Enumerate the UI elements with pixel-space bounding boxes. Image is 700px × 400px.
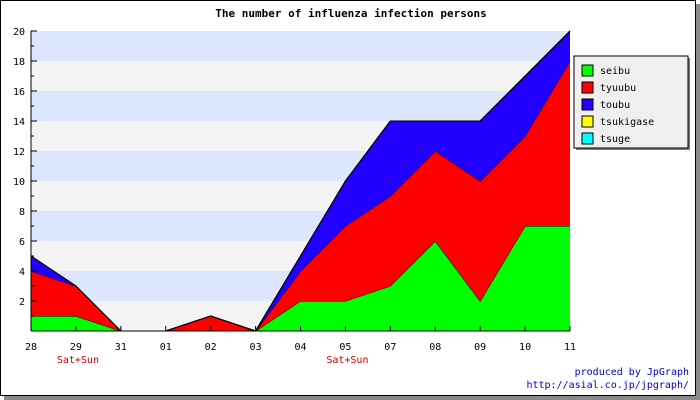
y-tick-label: 2: [19, 297, 25, 308]
x-tick-label: 29: [70, 342, 82, 353]
y-tick-label: 8: [19, 207, 25, 218]
legend-label: seibu: [600, 66, 630, 77]
annotation-label: Sat+Sun: [326, 355, 368, 366]
legend-swatch: [581, 132, 594, 145]
area-layers: [30, 30, 571, 332]
y-tick-label: 4: [19, 267, 25, 278]
annotation-label: Sat+Sun: [57, 355, 99, 366]
grid-band: [31, 91, 570, 121]
grid-band: [31, 61, 570, 91]
area-tyuubu: [31, 61, 570, 331]
chart-title: The number of influenza infection person…: [215, 7, 487, 20]
x-tick-label: 04: [294, 342, 306, 353]
x-tick-label: 28: [25, 342, 37, 353]
x-tick-label: 08: [429, 342, 441, 353]
x-tick-label: 31: [115, 342, 127, 353]
legend-swatch: [581, 115, 594, 128]
x-tick-label: 03: [250, 342, 262, 353]
legend-label: toubu: [600, 100, 630, 111]
x-tick-label: 11: [564, 342, 576, 353]
y-tick-label: 20: [13, 27, 25, 38]
x-tick-label: 07: [384, 342, 396, 353]
legend-swatch: [581, 81, 594, 94]
legend: seibu tyuubu toubu tsukigase tsuge: [573, 55, 690, 150]
area-seibu: [31, 226, 570, 331]
y-tick-label: 18: [13, 57, 25, 68]
grid-band: [31, 31, 570, 61]
legend-label: tsukigase: [600, 117, 654, 128]
legend-swatch: [581, 64, 594, 77]
x-tick-label: 05: [339, 342, 351, 353]
legend-label: tsuge: [600, 134, 630, 145]
y-tick-label: 6: [19, 237, 25, 248]
x-tick-label: 01: [160, 342, 172, 353]
legend-swatch: [581, 98, 594, 111]
chart: The number of influenza infection person…: [13, 7, 690, 366]
x-tick-label: 09: [474, 342, 486, 353]
y-tick-label: 12: [13, 147, 25, 158]
y-tick-label: 16: [13, 87, 25, 98]
area-toubu: [31, 31, 570, 331]
x-tick-label: 02: [205, 342, 217, 353]
x-tick-label: 10: [519, 342, 531, 353]
legend-label: tyuubu: [600, 83, 636, 94]
credit-line-1: produced by JpGraph: [574, 367, 689, 378]
credit-line-2: http://asial.co.jp/jpgraph/: [526, 380, 689, 391]
y-tick-label: 14: [13, 117, 25, 128]
axes: 2 4 6 8 10 12 14 16 18 20 28 29 31 01 02 03 04 05 07 08 09 10…: [13, 27, 576, 366]
y-tick-label: 10: [13, 177, 25, 188]
